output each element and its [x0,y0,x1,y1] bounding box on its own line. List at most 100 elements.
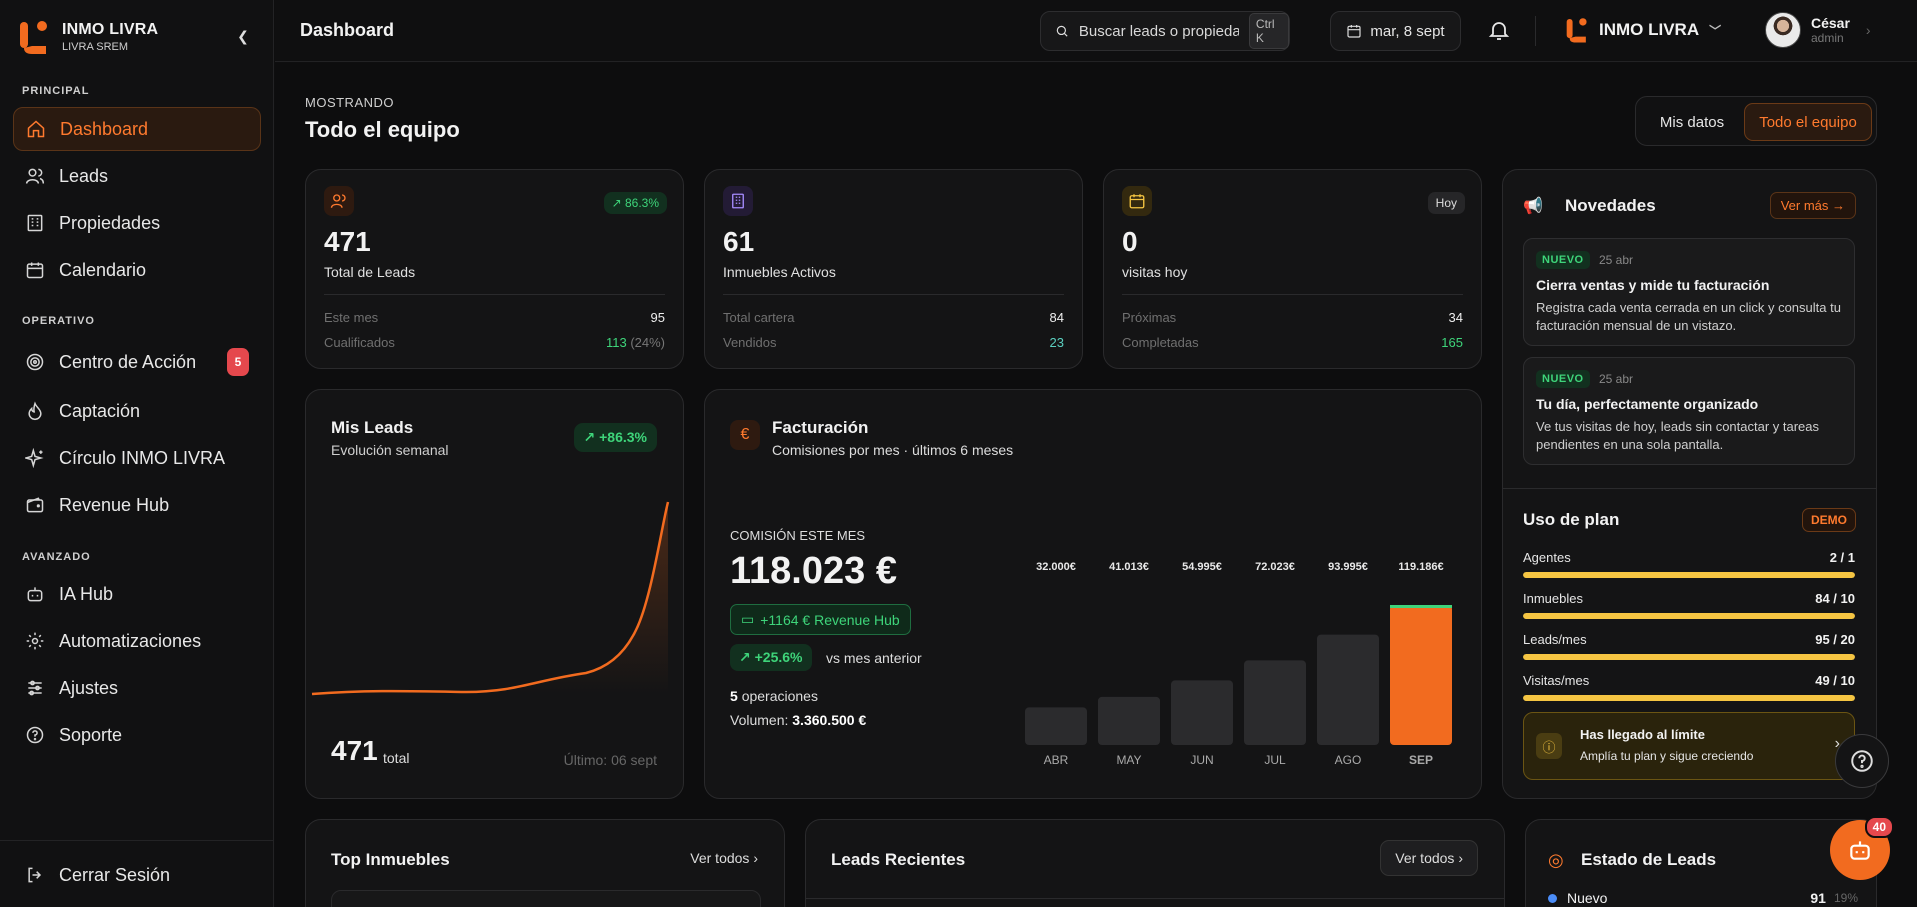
organization-switcher[interactable]: INMO LIVRA ﹀ [1565,16,1721,44]
brand[interactable]: INMO LIVRA LIVRA SREM [18,18,158,56]
user-menu[interactable]: César admin › [1765,12,1871,48]
stat-row-value: 23 [1049,335,1064,350]
whole-team-button[interactable]: Todo el equipo [1744,103,1872,141]
plan-usage-bar [1523,613,1855,619]
sidebar-item-revenue-hub[interactable]: Revenue Hub [13,483,261,527]
sidebar-item-ia-hub[interactable]: IA Hub [13,572,261,616]
recent-leads-link[interactable]: Ver todos › [1380,840,1478,876]
plan-usage-label: Inmuebles [1523,591,1583,606]
stat-label: Inmuebles Activos [723,264,836,280]
stat-row: Este mes 95 [324,310,665,325]
leads-chart-card: Mis Leads Evolución semanal ↗ +86.3% 471… [305,389,684,799]
search-input[interactable] [1078,22,1239,40]
recent-leads-title: Leads Recientes [831,850,966,869]
chart-bar-jun[interactable] [1171,680,1233,745]
stat-value: 471 [324,226,371,257]
sidebar-item-ajustes[interactable]: Ajustes [13,666,261,710]
sidebar-item-captacion[interactable]: Captación [13,389,261,433]
notifications-bell-icon[interactable] [1487,18,1511,42]
news-more-button[interactable]: Ver más → [1769,192,1856,219]
chart-bar-ago[interactable] [1317,634,1379,745]
euro-icon: € [730,420,760,450]
stat-card-visits[interactable]: Hoy 0 visitas hoy Próximas 34 Completadas… [1103,169,1482,369]
chart-category-label: JUL [1264,753,1286,767]
stat-row: Completadas 165 [1122,335,1463,350]
sidebar-item-propiedades[interactable]: Propiedades [13,201,261,245]
home-icon [27,120,45,138]
stat-row-value: 34 [1448,310,1463,325]
sidebar-item-calendario[interactable]: Calendario [13,248,261,292]
top-properties-link[interactable]: Ver todos › [690,850,758,866]
billing-change-label: vs mes anterior [826,650,922,666]
status-row: Nuevo 91 19% [1548,890,1858,906]
plan-usage-label: Visitas/mes [1523,673,1590,688]
news-item-title: Tu día, perfectamente organizado [1536,396,1759,412]
chart-bar-sep[interactable] [1390,605,1452,745]
chart-bar-jul[interactable] [1244,660,1306,745]
action-count-badge: 5 [227,348,249,376]
volume-value: 3.360.500 € [792,712,867,728]
users-icon [324,186,354,216]
plan-usage-row: Visitas/mes 49 / 10 [1523,673,1855,701]
leads-trend-chart [311,501,670,696]
showing-kicker: MOSTRANDO [305,95,394,110]
divider [1122,294,1463,295]
robot-icon [1850,841,1870,860]
assistant-fab-button[interactable]: 40 [1830,816,1894,880]
plan-usage-fill [1523,654,1855,660]
plan-usage-bar [1523,572,1855,578]
stat-card-leads[interactable]: ↗ 86.3% 471 Total de Leads Este mes 95 Cu… [305,169,684,369]
brand-logo-icon [20,21,47,54]
plan-usage-fill [1523,695,1855,701]
sidebar-item-dashboard[interactable]: Dashboard [13,107,261,151]
chart-category-label: SEP [1409,753,1433,767]
divider [324,294,665,295]
chart-category-label: AGO [1335,753,1362,767]
news-item-body: Registra cada venta cerrada en un click … [1536,300,1841,333]
sidebar-item-leads[interactable]: Leads [13,154,261,198]
search-box[interactable]: Ctrl K [1040,11,1290,51]
status-value: 91 [1810,890,1826,906]
date-picker[interactable]: mar, 8 sept [1330,11,1461,51]
brand-logo-icon [1566,18,1587,43]
main-content: MOSTRANDO Todo el equipo Mis datos Todo … [275,63,1917,907]
collapse-sidebar-icon[interactable]: ❮ [237,27,249,44]
stat-card-properties[interactable]: 61 Inmuebles Activos Total cartera 84 Ven… [704,169,1083,369]
leads-total: 471 [331,735,378,766]
revenue-hub-badge[interactable]: ▭ +1164 € Revenue Hub [730,604,911,635]
stat-row: Cualificados 113 (24%) [324,335,665,350]
sidebar-item-circulo[interactable]: Círculo INMO LIVRA [13,436,261,480]
stat-row-value: 84 [1049,310,1064,325]
view-title: Todo el equipo [305,117,460,142]
chart-bar-may[interactable] [1098,696,1160,745]
recent-leads-card: Leads Recientes Ver todos › [805,819,1505,907]
chart-data-label: 93.995€ [1328,561,1368,573]
building-icon [27,214,43,232]
search-shortcut: Ctrl K [1248,13,1289,49]
gear-icon [26,632,44,650]
limit-banner[interactable]: ⓘ Has llegado al límite Amplía tu plan y… [1523,712,1855,780]
news-item[interactable]: NUEVO 25 abr Tu día, perfectamente organ… [1523,357,1855,465]
stat-value: 0 [1122,226,1138,257]
status-dot [1548,893,1557,903]
target-icon: ◎ [1548,850,1564,870]
sidebar-item-label: Automatizaciones [59,630,202,651]
news-item[interactable]: NUEVO 25 abr Cierra ventas y mide tu fac… [1523,238,1855,346]
robot-icon [27,587,43,602]
sidebar-item-label: Propiedades [59,212,161,233]
sidebar-item-soporte[interactable]: Soporte [13,713,261,757]
logout-button[interactable]: Cerrar Sesión [13,853,261,897]
sidebar-item-automatizaciones[interactable]: Automatizaciones [13,619,261,663]
logout-icon [28,867,42,883]
help-fab-button[interactable] [1835,734,1889,788]
sidebar-item-label: Revenue Hub [59,494,170,515]
chart-bar-abr[interactable] [1025,707,1087,745]
chart-bar-highlight-cap [1390,605,1452,608]
megaphone-icon: 📢 [1523,198,1543,215]
sidebar-item-centro-de-accion[interactable]: Centro de Acción 5 [13,340,261,384]
org-name: INMO LIVRA [1599,20,1700,39]
leads-total-label: total [383,750,410,766]
building-icon [723,186,753,216]
list-item[interactable] [331,890,761,907]
my-data-button[interactable]: Mis datos [1659,113,1725,131]
